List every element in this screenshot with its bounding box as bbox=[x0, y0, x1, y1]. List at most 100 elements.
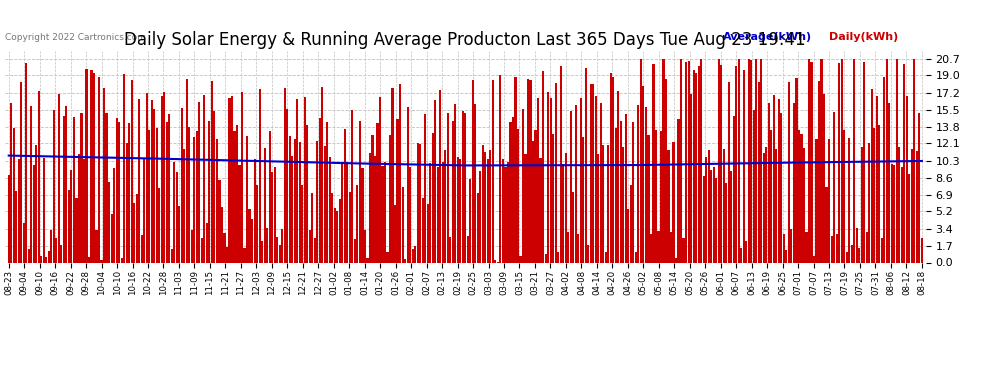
Bar bbox=[432, 134, 434, 262]
Bar bbox=[625, 114, 627, 262]
Bar bbox=[361, 168, 363, 262]
Bar bbox=[896, 58, 898, 262]
Bar bbox=[150, 100, 152, 262]
Bar bbox=[381, 166, 383, 262]
Bar bbox=[502, 159, 504, 262]
Bar bbox=[873, 128, 875, 262]
Bar bbox=[670, 232, 672, 262]
Bar bbox=[574, 105, 577, 262]
Bar bbox=[579, 98, 582, 262]
Bar bbox=[337, 211, 339, 262]
Bar bbox=[412, 249, 414, 262]
Bar bbox=[456, 158, 458, 262]
Bar bbox=[549, 98, 551, 262]
Bar bbox=[108, 182, 110, 262]
Bar bbox=[273, 167, 275, 262]
Bar bbox=[155, 128, 157, 262]
Bar bbox=[713, 167, 715, 262]
Bar bbox=[855, 228, 857, 262]
Bar bbox=[133, 202, 136, 262]
Bar bbox=[211, 81, 213, 262]
Bar bbox=[93, 73, 95, 262]
Bar bbox=[198, 102, 200, 262]
Bar bbox=[20, 82, 23, 262]
Bar bbox=[788, 82, 790, 262]
Bar bbox=[15, 190, 17, 262]
Bar bbox=[745, 241, 747, 262]
Bar bbox=[301, 185, 303, 262]
Bar bbox=[883, 76, 885, 262]
Bar bbox=[760, 58, 762, 262]
Bar bbox=[921, 238, 923, 262]
Bar bbox=[860, 147, 862, 262]
Bar bbox=[841, 58, 842, 262]
Bar bbox=[334, 208, 336, 262]
Bar bbox=[687, 60, 690, 262]
Bar bbox=[865, 232, 868, 262]
Bar bbox=[399, 84, 401, 262]
Bar bbox=[353, 239, 356, 262]
Bar bbox=[28, 249, 30, 262]
Bar bbox=[672, 142, 674, 262]
Bar bbox=[208, 121, 211, 262]
Bar bbox=[479, 171, 481, 262]
Bar bbox=[214, 111, 216, 262]
Bar bbox=[667, 150, 669, 262]
Bar bbox=[324, 146, 326, 262]
Bar bbox=[638, 105, 640, 262]
Bar bbox=[409, 168, 411, 262]
Bar bbox=[765, 147, 767, 262]
Bar bbox=[602, 145, 604, 262]
Bar bbox=[700, 58, 702, 262]
Bar bbox=[437, 168, 439, 262]
Bar bbox=[517, 129, 519, 262]
Bar bbox=[898, 147, 900, 262]
Bar bbox=[564, 153, 566, 262]
Bar bbox=[762, 153, 765, 262]
Bar bbox=[562, 164, 564, 262]
Bar bbox=[620, 121, 622, 262]
Bar bbox=[286, 109, 288, 262]
Bar bbox=[36, 145, 38, 262]
Bar bbox=[633, 122, 635, 262]
Bar bbox=[440, 90, 442, 262]
Bar bbox=[10, 104, 12, 262]
Bar bbox=[723, 149, 725, 262]
Bar bbox=[366, 258, 368, 262]
Bar bbox=[773, 94, 775, 262]
Bar bbox=[191, 230, 193, 262]
Bar bbox=[224, 233, 226, 262]
Bar bbox=[291, 156, 293, 262]
Bar bbox=[838, 63, 841, 262]
Bar bbox=[783, 234, 785, 262]
Bar bbox=[33, 165, 35, 262]
Bar bbox=[183, 149, 185, 262]
Bar bbox=[515, 77, 517, 262]
Bar bbox=[50, 230, 52, 262]
Bar bbox=[435, 100, 437, 262]
Bar bbox=[693, 70, 695, 262]
Bar bbox=[173, 162, 175, 262]
Bar bbox=[170, 249, 173, 262]
Bar bbox=[919, 113, 921, 262]
Bar bbox=[356, 185, 358, 262]
Bar bbox=[750, 60, 752, 262]
Bar bbox=[18, 159, 20, 262]
Bar bbox=[554, 82, 556, 262]
Bar bbox=[246, 136, 248, 262]
Bar bbox=[193, 137, 195, 262]
Bar bbox=[148, 130, 150, 262]
Bar bbox=[552, 134, 554, 262]
Bar bbox=[615, 128, 617, 262]
Bar bbox=[332, 193, 334, 262]
Bar bbox=[497, 261, 499, 262]
Bar bbox=[863, 62, 865, 262]
Bar bbox=[391, 88, 394, 262]
Bar bbox=[38, 91, 40, 262]
Bar bbox=[831, 236, 833, 262]
Bar bbox=[785, 249, 787, 262]
Bar bbox=[522, 109, 524, 262]
Bar bbox=[886, 58, 888, 262]
Bar bbox=[442, 162, 444, 262]
Bar bbox=[507, 162, 509, 262]
